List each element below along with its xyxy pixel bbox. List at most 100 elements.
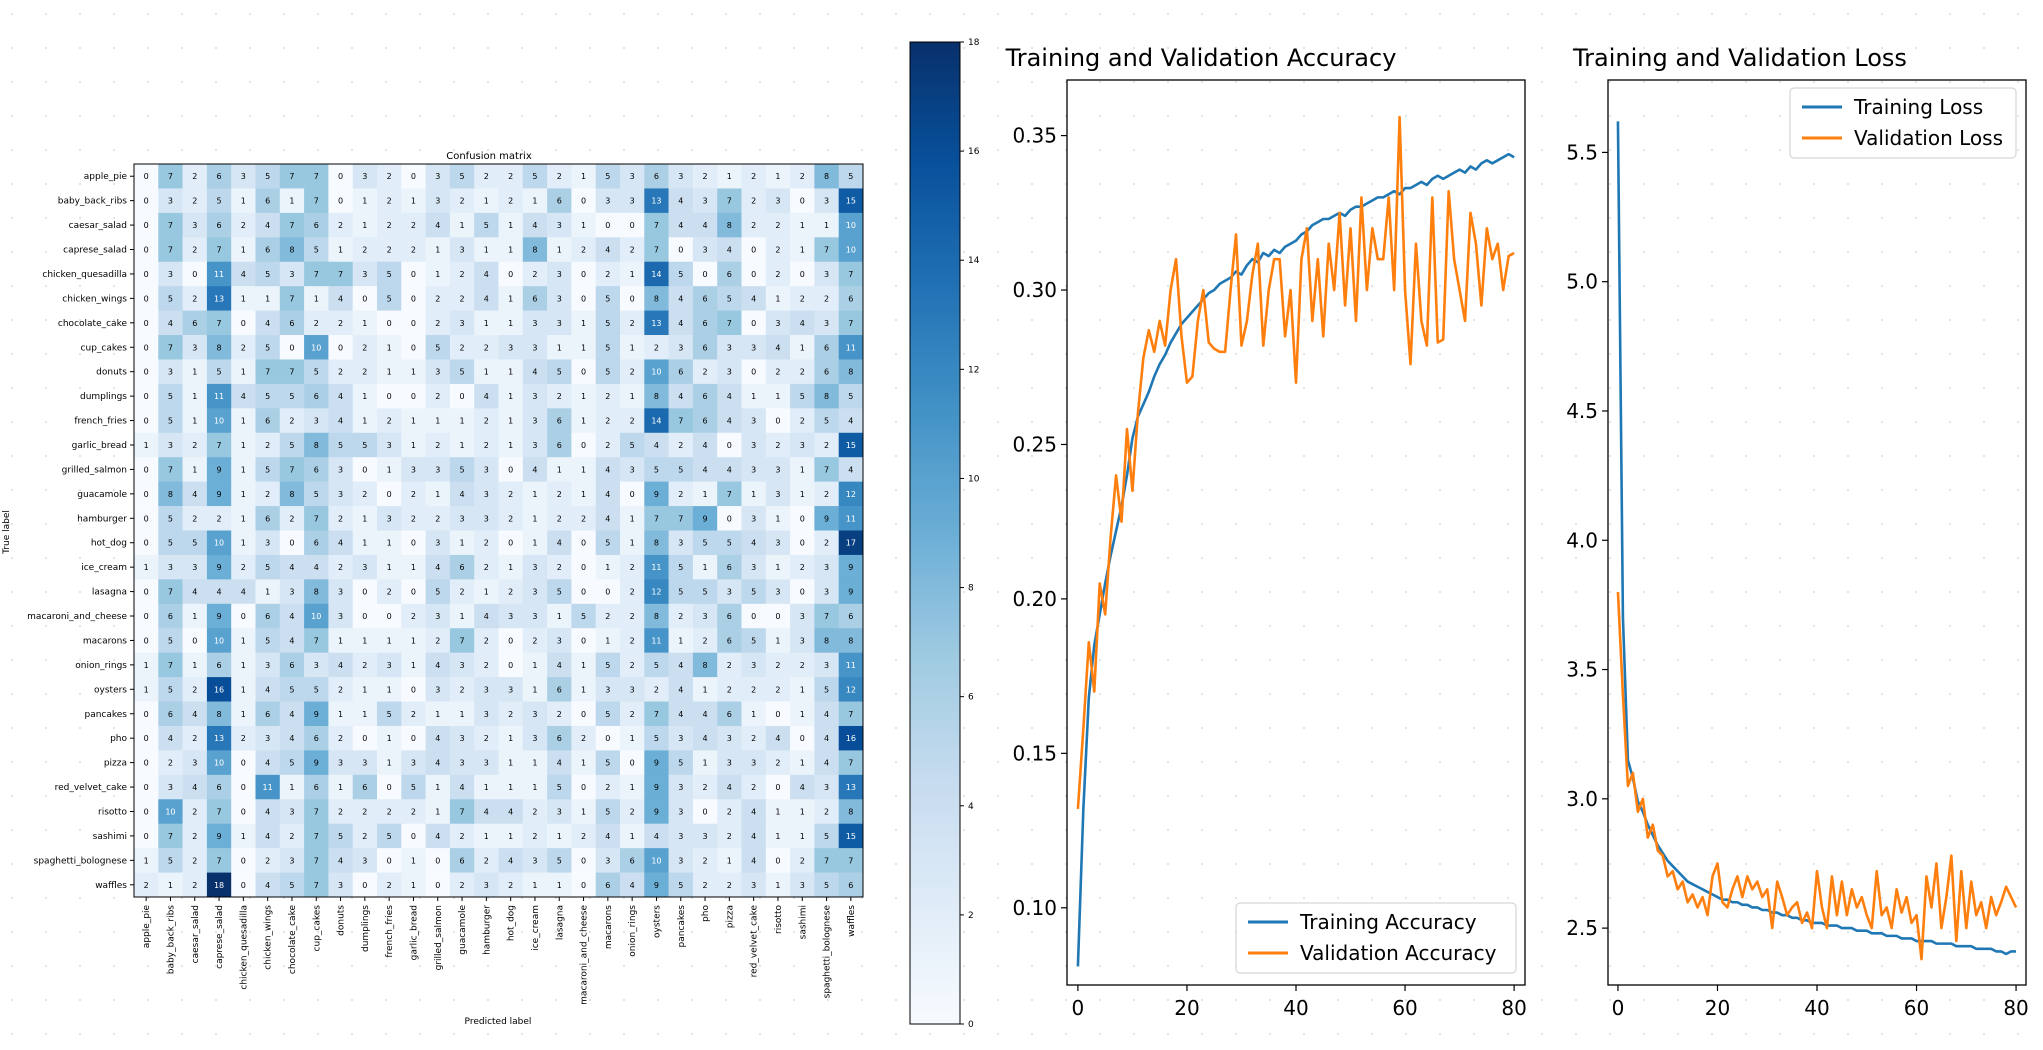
cm-cell-label: 1 [800,759,805,768]
grid-dot [1847,285,1849,287]
grid-dot [1099,285,1101,287]
grid-dot [45,761,47,763]
cm-cell [474,212,499,238]
cm-cell-label: 1 [532,539,537,548]
cm-cell-label: 9 [654,490,659,499]
cm-cell [231,359,256,385]
grid-dot [691,115,693,117]
cm-cell [790,237,815,263]
grid-dot [79,965,81,967]
grid-dot [2017,81,2019,83]
cm-cell-label: 4 [678,710,683,719]
cm-cell-label: 8 [654,612,659,621]
grid-dot [759,47,761,49]
grid-dot [963,251,965,253]
cm-cell-label: 9 [217,490,222,499]
cm-cell [134,481,159,507]
grid-dot [79,251,81,253]
cm-cell-label: 2 [532,807,537,816]
grid-dot [997,421,999,423]
cm-cell [231,677,256,702]
cm-cell [401,408,426,434]
cm-cell-label: 8 [703,661,708,670]
cm-cell [158,335,183,360]
cm-cell [206,530,232,556]
cm-cell-label: 6 [703,294,708,303]
cm-cell [644,652,669,678]
grid-dot [1201,13,1203,15]
grid-dot [113,965,115,967]
cm-cell [838,237,864,263]
cm-cell [741,457,767,482]
cm-cell-label: 2 [484,539,489,548]
cm-cell [304,457,329,482]
cm-cell-label: 5 [168,856,173,865]
grid-dot [1779,761,1781,763]
cm-cell-label: 3 [727,588,732,597]
cm-cell-label: 1 [775,881,780,890]
cm-cell-label: 4 [532,465,537,474]
grid-dot [79,659,81,661]
grid-dot [1643,557,1645,559]
grid-dot [1439,489,1441,491]
grid-dot [1201,523,1203,525]
cm-cell [206,481,232,507]
grid-dot [283,999,285,1001]
cm-cell-label: 10 [214,759,224,768]
cm-cell-label: 2 [775,685,780,694]
cm-cell-label: 2 [557,514,562,523]
cm-cell-label: 0 [508,636,513,645]
cm-cell-label: 0 [581,270,586,279]
grid-dot [1813,489,1815,491]
cm-cell-label: 1 [460,539,465,548]
cm-cell [765,310,791,336]
cm-cell [668,261,694,287]
grid-dot [487,999,489,1001]
cm-cell [425,237,451,263]
cm-xtick-label: french_fries [385,905,395,958]
grid-dot [45,999,47,1001]
grid-dot [1371,897,1373,899]
cm-cell [547,408,572,434]
grid-dot [1915,829,1917,831]
grid-dot [1439,183,1441,185]
grid-dot [1983,217,1985,219]
grid-dot [1541,897,1543,899]
grid-dot [1541,965,1543,967]
grid-dot [1405,523,1407,525]
cm-ytick-label: hamburger [77,514,127,524]
grid-dot [1099,693,1101,695]
cm-cell-label: 3 [727,343,732,352]
grid-dot [11,149,13,151]
cm-cell-label: 3 [800,612,805,621]
grid-dot [1507,115,1509,117]
confusion-matrix-title: Confusion matrix [446,151,532,162]
grid-dot [1609,659,1611,661]
cm-cell [571,603,596,629]
cm-cell [206,359,232,385]
grid-dot [963,795,965,797]
cm-cell-label: 7 [168,172,173,181]
grid-dot [759,115,761,117]
grid-dot [1099,81,1101,83]
grid-dot [1677,149,1679,151]
cm-cell-label: 5 [265,563,270,572]
cm-cell-label: 2 [460,588,465,597]
cm-cell [158,286,183,311]
grid-dot [1099,217,1101,219]
cm-cell-label: 1 [362,197,367,206]
cm-cell [352,286,378,311]
grid-dot [1711,353,1713,355]
grid-dot [11,897,13,899]
grid-dot [1575,727,1577,729]
grid-dot [1677,489,1679,491]
cm-cell-label: 5 [557,368,562,377]
cm-cell-label: 1 [484,246,489,255]
cm-cell-label: 5 [217,197,222,206]
grid-dot [1745,115,1747,117]
cm-cell-label: 2 [460,197,465,206]
cm-cell [717,212,742,238]
cm-cell-label: 6 [557,417,562,426]
cm-cell [790,506,815,531]
grid-dot [1609,149,1611,151]
